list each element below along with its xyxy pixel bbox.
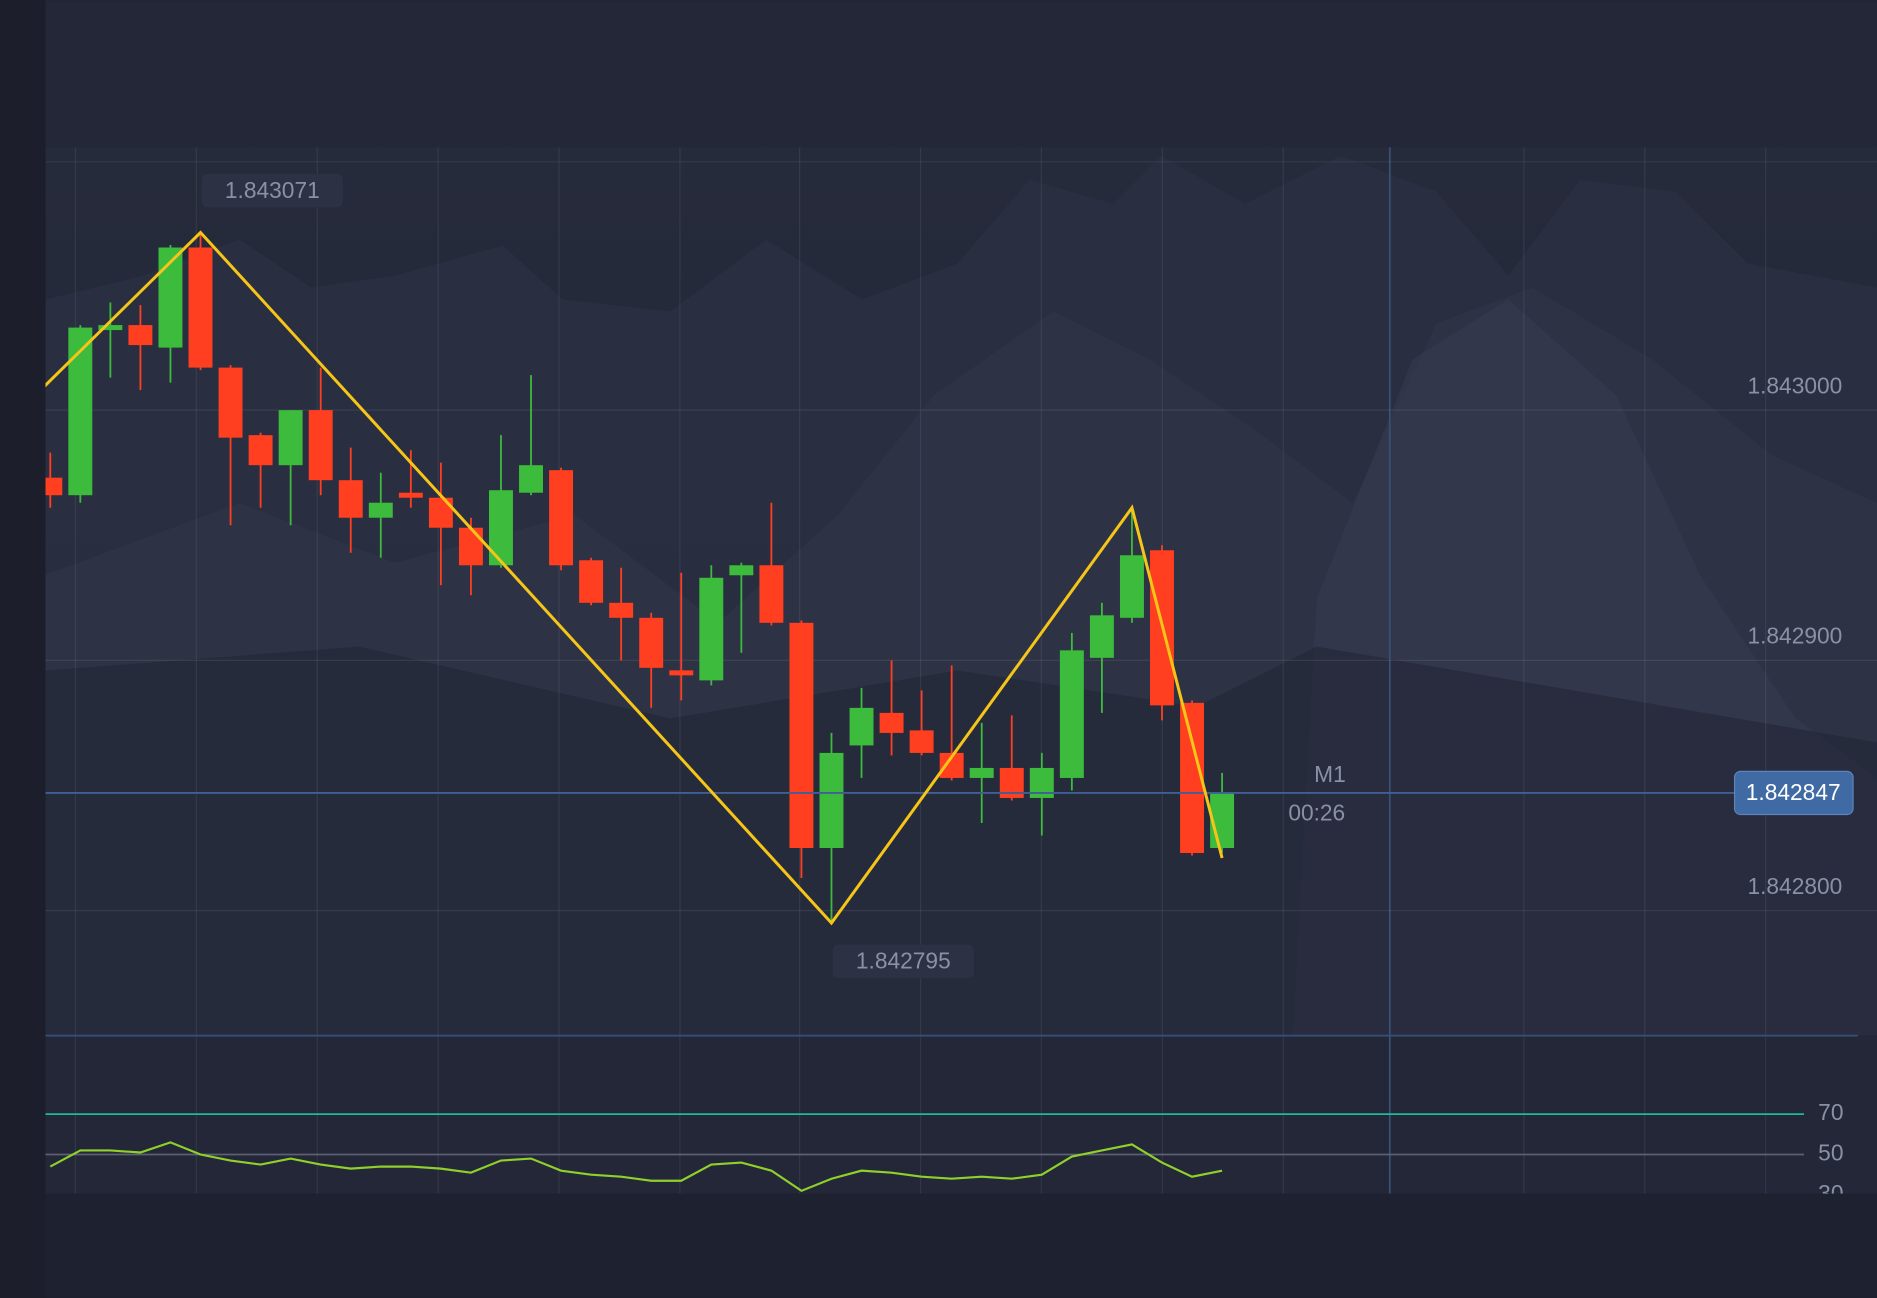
candles <box>45 232 1235 924</box>
current-price-label: 1.842847 <box>1746 779 1841 805</box>
candle-body <box>218 367 243 438</box>
rsi-panel: 70 50 30 <box>45 1099 1843 1206</box>
candle-body <box>729 565 754 576</box>
candle-body <box>458 527 483 566</box>
candle-body <box>1089 615 1114 658</box>
candle-body <box>1029 767 1054 798</box>
candle-body <box>639 617 664 668</box>
timeframe: M1 <box>1314 761 1346 787</box>
candle-body <box>68 327 93 496</box>
current-price-box <box>1733 770 1854 816</box>
candle-body <box>609 602 634 618</box>
candle-body <box>579 560 604 603</box>
candle-body <box>909 730 934 753</box>
rsi-line <box>49 1141 1223 1193</box>
candle-body <box>519 465 543 493</box>
y-tick-label: 1.842900 <box>1747 623 1842 649</box>
candle-body <box>969 767 994 778</box>
candle-body <box>489 490 513 566</box>
y-tick-label: 1.842800 <box>1747 873 1842 899</box>
candle-body <box>669 670 694 676</box>
candle-body <box>759 565 784 623</box>
left-sidebar <box>0 0 46 1298</box>
candle-body <box>549 470 574 566</box>
candle-body <box>819 752 844 848</box>
candle-body <box>1059 650 1084 778</box>
candle-body <box>398 492 423 498</box>
candle-body <box>338 480 363 518</box>
candle-body <box>789 622 814 848</box>
candle-body <box>849 707 874 746</box>
extreme-label: 1.843071 <box>225 177 320 203</box>
candle-body <box>98 325 123 331</box>
mountain-backdrop <box>45 155 1877 1036</box>
zigzag-line <box>45 230 1224 926</box>
level-label: 50 <box>1818 1140 1843 1166</box>
candle-body <box>45 477 63 496</box>
candle-body <box>699 577 724 681</box>
extreme-label-box <box>201 173 343 208</box>
y-tick-label: 1.843000 <box>1747 372 1842 398</box>
level-label: 30 <box>1818 1180 1843 1206</box>
extreme-label: 1.842795 <box>856 948 951 974</box>
candle-body <box>248 435 273 466</box>
bottom-panel <box>45 1193 1877 1298</box>
candle-body <box>1119 555 1144 618</box>
candle-body <box>939 752 964 778</box>
candle-body <box>308 410 333 481</box>
candle-body <box>158 247 183 348</box>
extreme-label-box <box>832 944 974 979</box>
candle-body <box>1180 702 1205 854</box>
candle-body <box>368 502 393 518</box>
candle-body <box>428 497 453 528</box>
countdown: 00:26 <box>1288 800 1345 826</box>
candle-body <box>278 410 303 466</box>
candle-body <box>879 712 904 733</box>
candle-body <box>188 247 213 368</box>
level-label: 70 <box>1818 1099 1843 1125</box>
candle-body <box>128 325 153 346</box>
candle-body <box>999 767 1024 798</box>
